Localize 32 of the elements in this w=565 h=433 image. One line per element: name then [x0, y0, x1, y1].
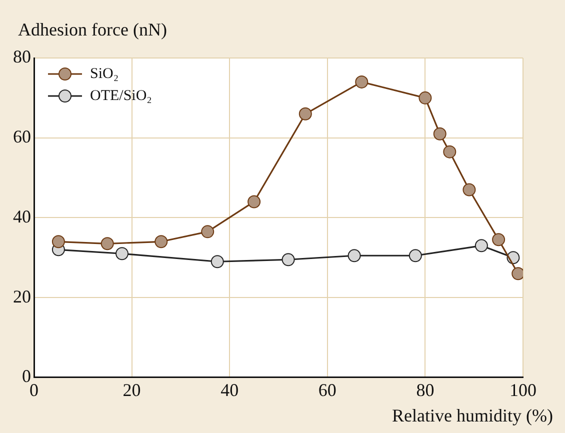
point: [248, 195, 261, 208]
x-tick-label: 20: [122, 380, 141, 400]
point: [433, 127, 446, 140]
point: [282, 253, 295, 266]
point: [154, 235, 168, 248]
x-axis-title: Relative humidity (%): [392, 406, 553, 426]
point: [462, 183, 476, 196]
point: [355, 75, 368, 88]
point: [116, 247, 129, 260]
point: [418, 91, 432, 104]
x-tick-label: 60: [318, 380, 336, 400]
point: [210, 255, 224, 268]
legend-label: OTE/SiO₂: [90, 88, 152, 104]
point: [52, 235, 65, 248]
y-tick-label: 20: [13, 286, 31, 306]
point: [298, 107, 312, 120]
x-tick-label: 80: [416, 380, 434, 400]
x-tick-label: 100: [510, 380, 536, 400]
y-tick-label: 40: [13, 206, 31, 226]
point: [474, 239, 488, 252]
point: [492, 233, 506, 246]
legend-label: SiO₂: [90, 66, 119, 82]
y-axis-title: Adhesion force (nN): [18, 20, 167, 40]
x-tick-label: 40: [220, 380, 239, 400]
y-tick-label: 0: [22, 366, 31, 386]
point: [201, 225, 214, 238]
point: [443, 145, 456, 158]
point: [100, 237, 114, 250]
y-tick-label: 80: [13, 46, 31, 67]
point: [348, 249, 361, 262]
y-tick-label: 60: [13, 126, 31, 147]
point: [408, 249, 422, 262]
